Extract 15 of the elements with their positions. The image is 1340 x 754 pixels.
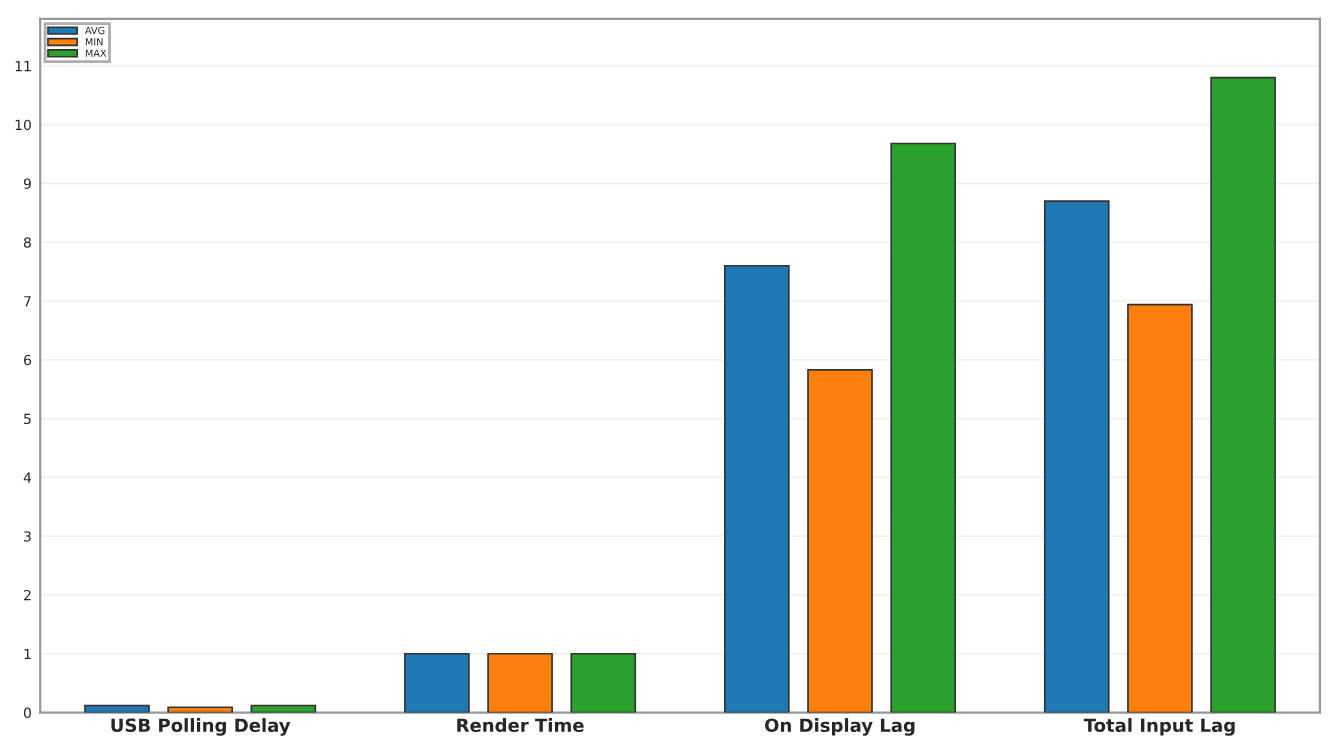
bar: [890, 142, 957, 713]
bar: [487, 652, 553, 713]
bar: [167, 706, 233, 713]
bar: [1127, 303, 1193, 713]
bar: [404, 652, 470, 713]
x-tick-label: On Display Lag: [765, 718, 915, 736]
bar: [1043, 200, 1110, 713]
x-tick-label: Render Time: [457, 718, 584, 733]
bar: [724, 264, 790, 713]
bar: [1210, 76, 1276, 713]
x-tick-label: Total Input Lag: [1083, 718, 1235, 736]
bar: [570, 652, 637, 713]
x-tick-label: USB Polling Delay: [111, 718, 291, 736]
bar: [807, 368, 873, 713]
bar: [84, 704, 150, 713]
